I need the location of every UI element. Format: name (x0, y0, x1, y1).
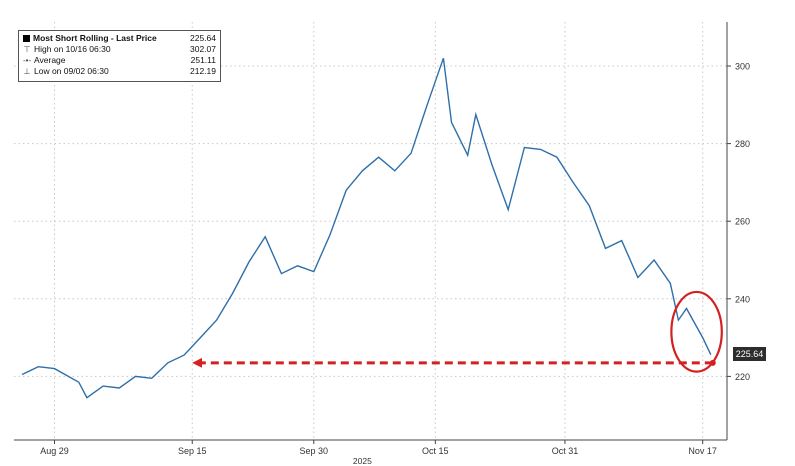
last-price-badge: 225.64 (733, 347, 766, 361)
y-axis-ticks: 300 280 260 240 220 (727, 62, 750, 382)
legend-high-value: 302.07 (190, 44, 216, 54)
legend-high-label: High on 10/16 06:30 (34, 44, 111, 54)
average-marker-icon: -•- (23, 56, 32, 65)
x-tick-label: Nov 17 (688, 446, 717, 456)
low-marker-icon: ⊥ (23, 67, 31, 76)
series-swatch-icon (23, 35, 30, 42)
axes (14, 22, 728, 441)
legend-last-value: 225.64 (190, 33, 216, 43)
x-year-label: 2025 (353, 456, 372, 466)
y-tick-label: 240 (735, 294, 750, 304)
y-tick-label: 300 (735, 62, 750, 72)
grid-lines (14, 22, 727, 440)
legend: Most Short Rolling - Last Price 225.64 ⊤… (18, 30, 221, 82)
price-series-line (21, 57, 712, 399)
red-highlight-ellipse (670, 290, 723, 373)
legend-title: Most Short Rolling - Last Price (33, 33, 157, 43)
y-tick-label: 280 (735, 139, 750, 149)
x-tick-label: Sep 30 (300, 446, 329, 456)
x-tick-label: Oct 31 (552, 446, 579, 456)
x-tick-label: Sep 15 (178, 446, 207, 456)
x-tick-label: Oct 15 (422, 446, 449, 456)
high-marker-icon: ⊤ (23, 45, 31, 54)
y-tick-label: 260 (735, 217, 750, 227)
annotations (192, 290, 723, 373)
x-tick-label: Aug 29 (40, 446, 69, 456)
x-axis-ticks: Aug 29 Sep 15 Sep 30 Oct 15 Oct 31 Nov 17 2025 (40, 440, 717, 466)
legend-average-label: Average (34, 55, 66, 65)
legend-low-value: 212.19 (190, 66, 216, 76)
y-tick-label: 220 (735, 372, 750, 382)
legend-low-label: Low on 09/02 06:30 (34, 66, 109, 76)
legend-average-value: 251.11 (190, 55, 216, 65)
